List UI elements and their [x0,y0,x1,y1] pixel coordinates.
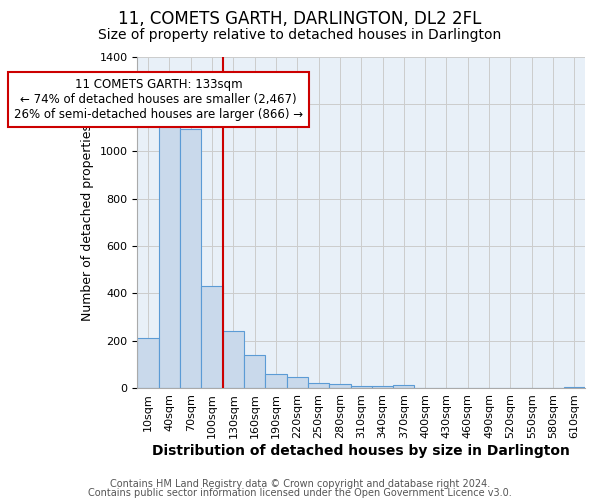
Bar [180,128,202,388]
Bar [329,384,350,388]
Bar [223,331,244,388]
Bar [244,355,265,388]
Bar [308,383,329,388]
Text: 11 COMETS GARTH: 133sqm
← 74% of detached houses are smaller (2,467)
26% of semi: 11 COMETS GARTH: 133sqm ← 74% of detache… [14,78,303,121]
X-axis label: Distribution of detached houses by size in Darlington: Distribution of detached houses by size … [152,444,570,458]
Bar [393,385,415,388]
Bar [563,387,585,388]
Text: 11, COMETS GARTH, DARLINGTON, DL2 2FL: 11, COMETS GARTH, DARLINGTON, DL2 2FL [118,10,482,28]
Y-axis label: Number of detached properties: Number of detached properties [81,124,94,321]
Bar [202,286,223,388]
Bar [287,377,308,388]
Bar [372,386,393,388]
Bar [159,123,180,388]
Text: Contains public sector information licensed under the Open Government Licence v3: Contains public sector information licen… [88,488,512,498]
Text: Size of property relative to detached houses in Darlington: Size of property relative to detached ho… [98,28,502,42]
Bar [137,338,159,388]
Bar [265,374,287,388]
Bar [350,386,372,388]
Text: Contains HM Land Registry data © Crown copyright and database right 2024.: Contains HM Land Registry data © Crown c… [110,479,490,489]
